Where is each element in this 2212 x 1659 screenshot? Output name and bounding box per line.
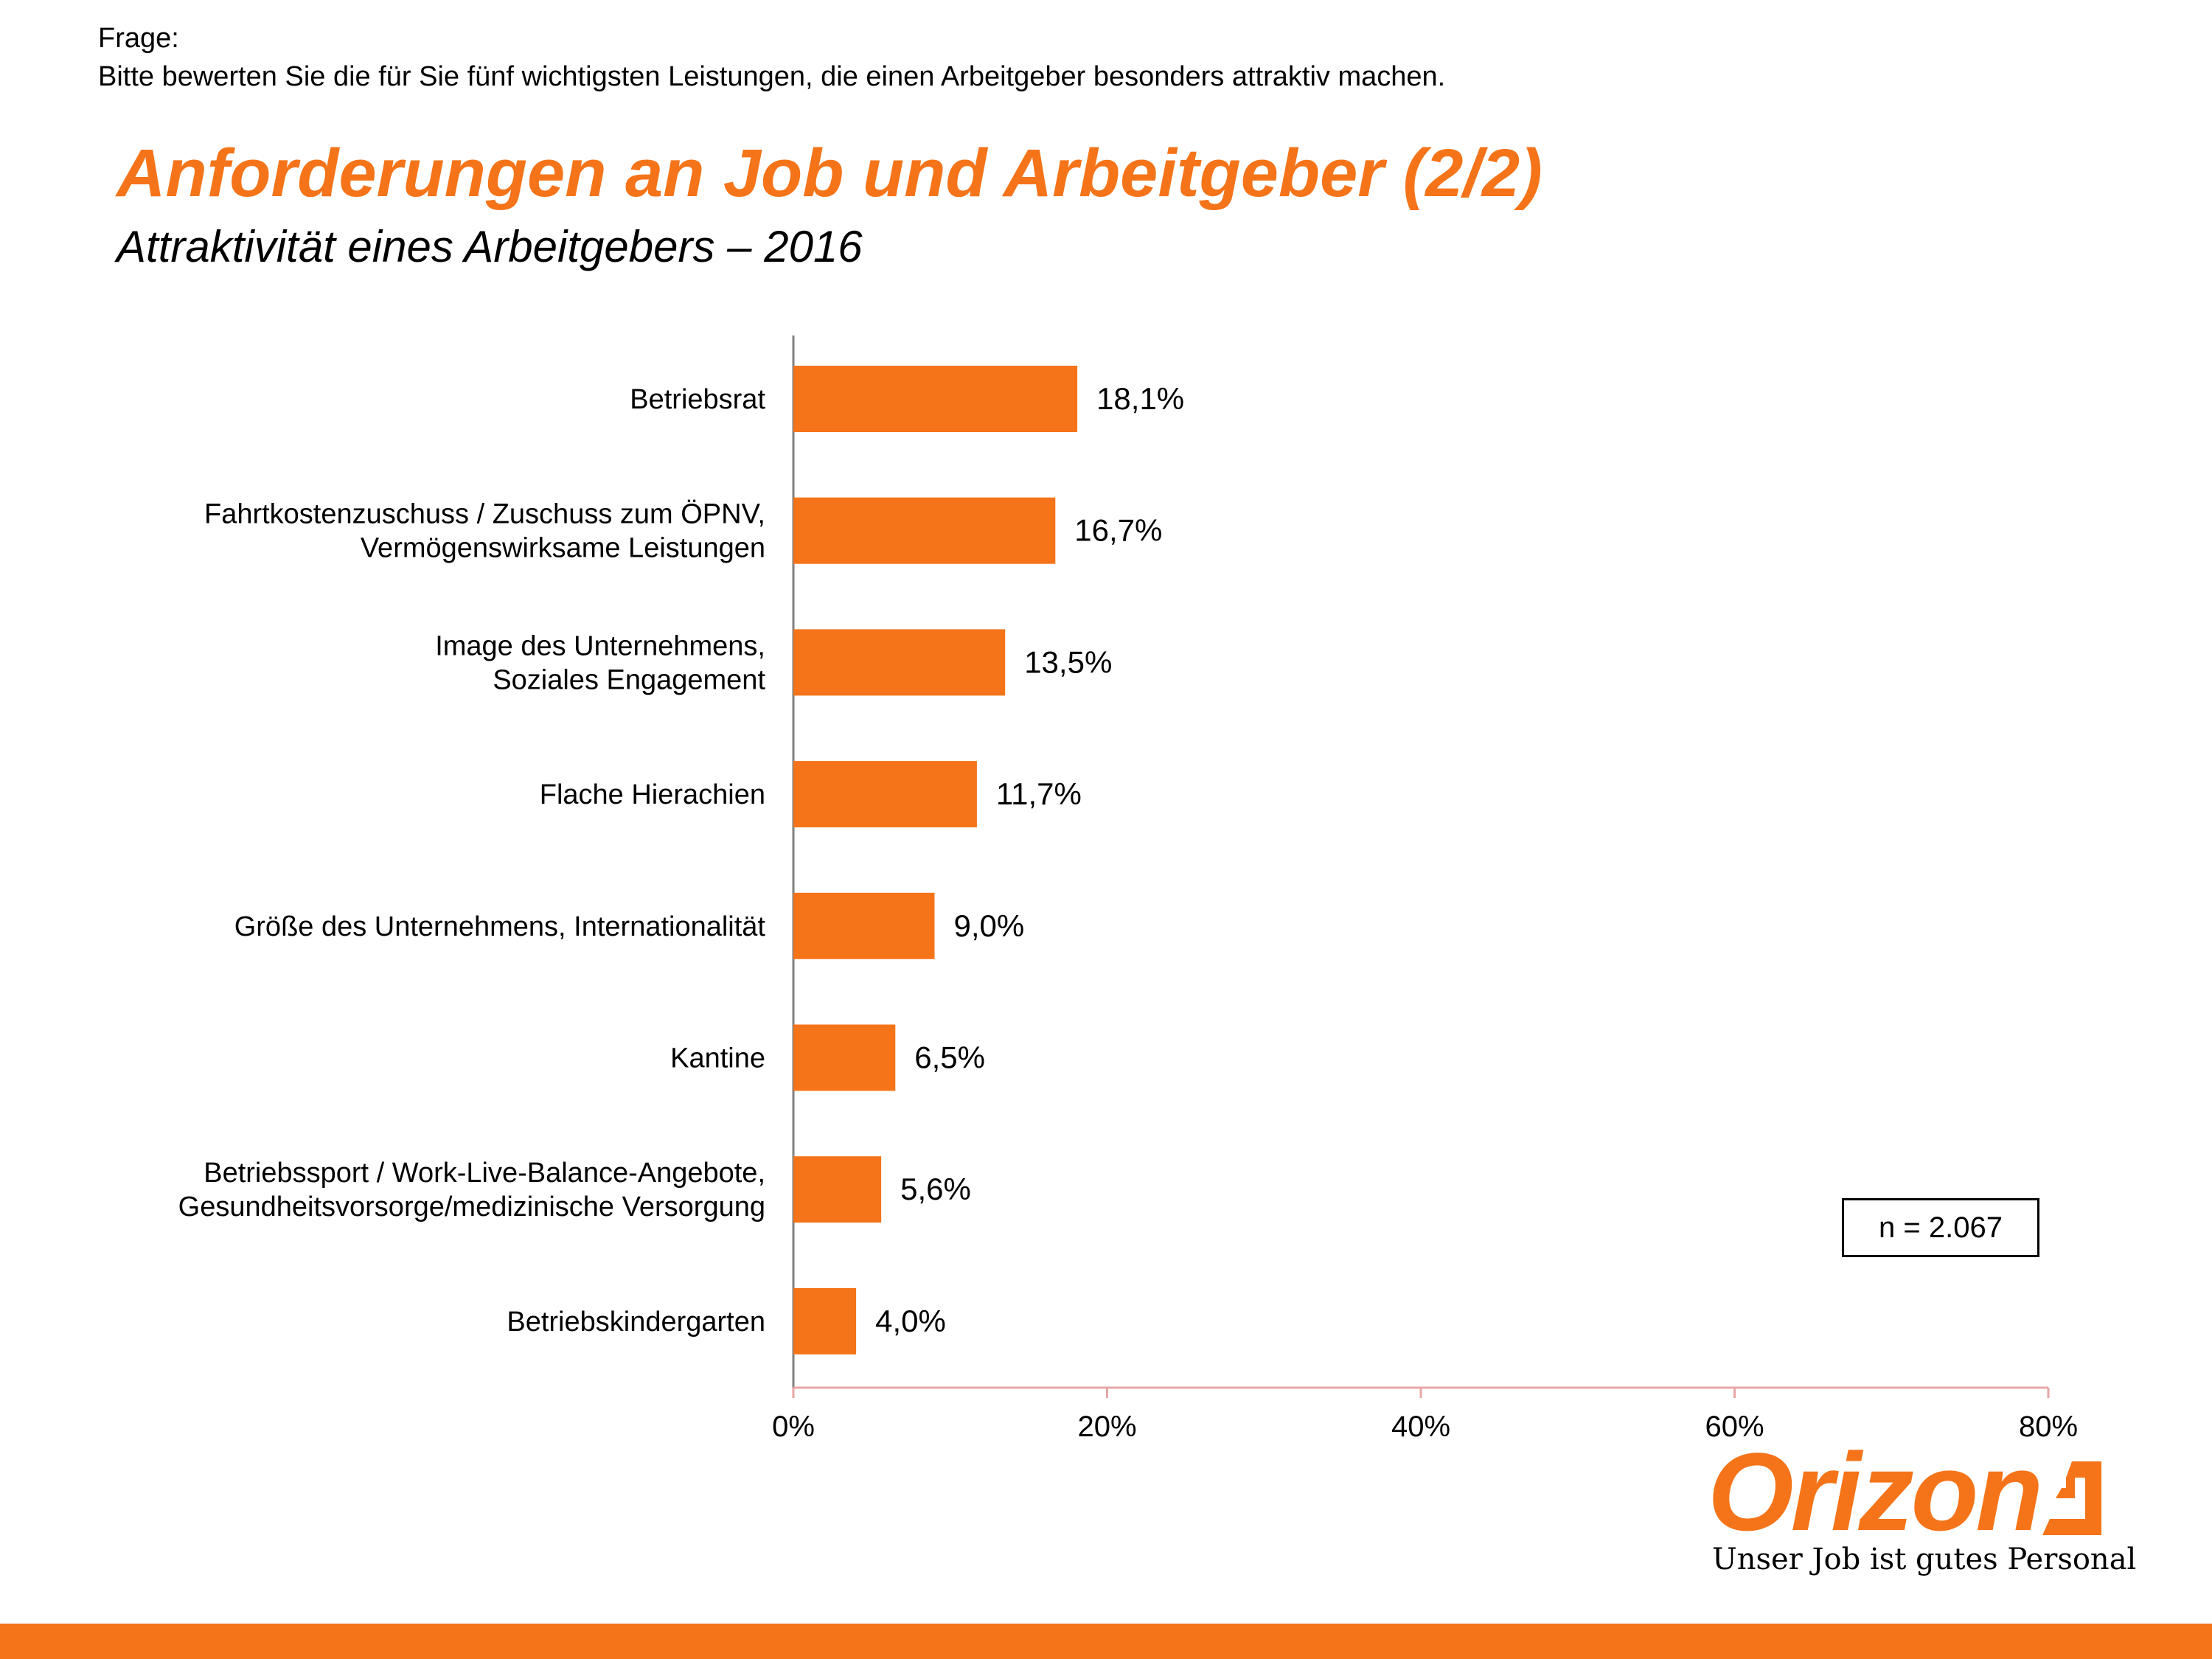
orizon-logo: Orizon Unser Job ist gutes Personal	[1703, 1430, 2136, 1585]
bar	[793, 761, 977, 828]
bottom-accent-bar	[0, 1624, 2212, 1659]
bar-value-label: 11,7%	[996, 776, 1082, 811]
bar	[793, 366, 1078, 432]
category-label: Betriebskindergarten	[507, 1307, 765, 1338]
category-label: Betriebsrat	[630, 384, 765, 415]
question-block: Frage: Bitte bewerten Sie die für Sie fü…	[98, 19, 1445, 96]
logo-mark-icon	[2029, 1461, 2101, 1535]
bar	[793, 629, 1006, 696]
bar-value-label: 16,7%	[1074, 513, 1162, 548]
page-title: Anforderungen an Job und Arbeitgeber (2/…	[116, 136, 1543, 211]
x-tick-label: 0%	[772, 1411, 815, 1443]
category-label: Vermögenswirksame Leistungen	[361, 533, 765, 564]
bar-value-label: 4,0%	[875, 1304, 946, 1338]
question-label: Frage:	[98, 23, 179, 54]
category-label: Soziales Engagement	[493, 664, 765, 695]
category-label: Gesundheitsvorsorge/medizinische Versorg…	[178, 1192, 765, 1222]
category-label: Fahrtkostenzuschuss / Zuschuss zum ÖPNV,	[204, 499, 765, 530]
category-label: Image des Unternehmens,	[435, 630, 765, 661]
logo-wordmark: Orizon	[1708, 1430, 2043, 1554]
category-label: Kantine	[670, 1043, 765, 1074]
sample-size-text: n = 2.067	[1879, 1211, 2003, 1244]
bar-value-label: 18,1%	[1096, 381, 1184, 416]
bar	[793, 1287, 857, 1354]
sample-size-box: n = 2.067	[1842, 1198, 2039, 1257]
bar-value-label: 13,5%	[1024, 644, 1112, 679]
bar-value-label: 9,0%	[953, 908, 1024, 943]
bar	[793, 1024, 896, 1091]
bar	[793, 497, 1056, 564]
bar	[793, 892, 935, 959]
question-text: Bitte bewerten Sie die für Sie fünf wich…	[98, 61, 1446, 92]
category-label: Größe des Unternehmens, Internationalitä…	[234, 911, 766, 942]
x-tick-label: 20%	[1077, 1411, 1136, 1443]
category-label: Betriebssport / Work-Live-Balance-Angebo…	[204, 1158, 765, 1189]
logo-tagline: Unser Job ist gutes Personal	[1712, 1543, 2137, 1576]
category-label: Flache Hierachien	[540, 779, 765, 810]
bar	[793, 1156, 882, 1223]
x-tick-label: 40%	[1391, 1411, 1450, 1443]
bar-value-label: 5,6%	[900, 1172, 971, 1206]
x-tick-label: 60%	[1705, 1411, 1764, 1443]
x-tick-label: 80%	[2019, 1411, 2078, 1443]
bar-value-label: 6,5%	[914, 1040, 985, 1075]
page-subtitle: Attraktivität eines Arbeitgebers – 2016	[116, 222, 863, 271]
